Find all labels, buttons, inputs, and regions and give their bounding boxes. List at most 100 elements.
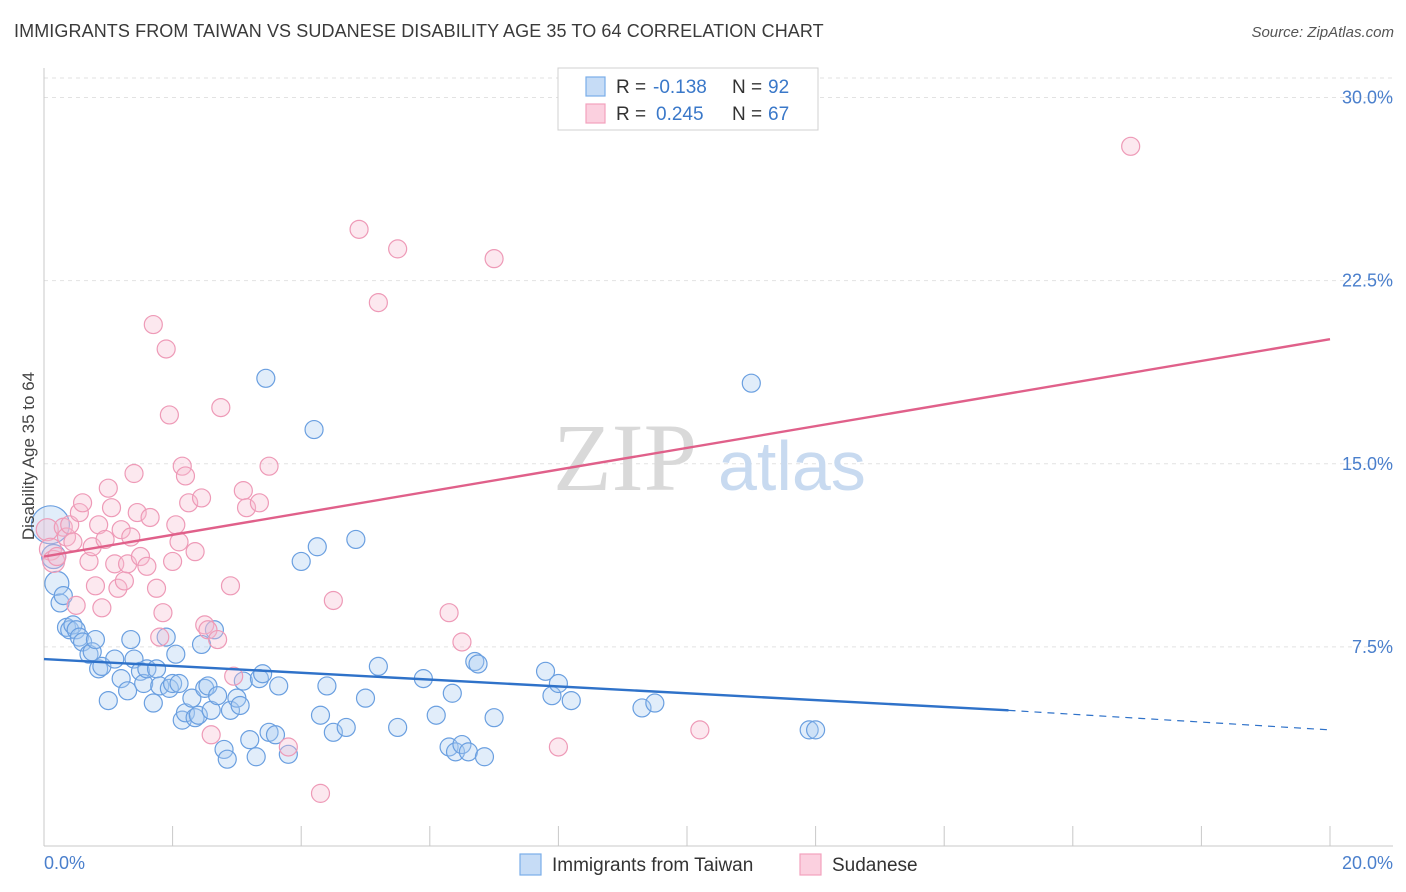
y-axis-label: Disability Age 35 to 64 bbox=[19, 372, 38, 540]
sudanese-point-30 bbox=[143, 314, 163, 335]
legend-n-label-taiwan: N = bbox=[732, 77, 762, 98]
taiwan-point-66 bbox=[346, 529, 366, 550]
sudanese-point-37 bbox=[166, 515, 186, 535]
sudanese-point-40 bbox=[175, 466, 196, 486]
sudanese-point-66 bbox=[1121, 136, 1141, 156]
sudanese-point-33 bbox=[153, 603, 173, 623]
sudanese-point-50 bbox=[224, 666, 244, 686]
sudanese-point-36 bbox=[163, 551, 183, 572]
taiwan-point-71 bbox=[426, 705, 446, 725]
sudanese-point-48 bbox=[211, 397, 231, 418]
sudanese-point-20 bbox=[108, 578, 128, 598]
taiwan-point-19 bbox=[117, 681, 138, 701]
sudanese-point-62 bbox=[452, 632, 472, 652]
taiwan-point-81 bbox=[535, 661, 556, 681]
sudanese-point-21 bbox=[111, 520, 131, 540]
axes bbox=[43, 68, 1393, 847]
sudanese-point-15 bbox=[92, 598, 112, 618]
taiwan-point-48 bbox=[230, 695, 250, 716]
taiwan-point-73 bbox=[442, 683, 462, 703]
sudanese-point-41 bbox=[179, 493, 199, 513]
taiwan-point-56 bbox=[265, 725, 286, 745]
taiwan-point-76 bbox=[458, 742, 478, 762]
sudanese-point-7 bbox=[63, 532, 83, 552]
taiwan-point-59 bbox=[291, 551, 311, 572]
trendline-sudanese bbox=[43, 338, 1331, 558]
taiwan-point-60 bbox=[304, 419, 324, 440]
sudanese-point-10 bbox=[72, 493, 93, 513]
taiwan-point-49 bbox=[233, 671, 253, 691]
bottom-legend-swatch-taiwan bbox=[519, 853, 542, 876]
sudanese-point-45 bbox=[198, 620, 218, 640]
taiwan-point-20 bbox=[121, 629, 141, 650]
taiwan-point-89 bbox=[805, 720, 826, 740]
legend-r-value-taiwan: -0.138 bbox=[653, 77, 707, 98]
y-tick-label-2: 22.5% bbox=[1342, 271, 1393, 291]
sudanese-point-32 bbox=[150, 627, 170, 647]
y-tick-label-3: 30.0% bbox=[1342, 88, 1393, 108]
taiwan-point-50 bbox=[240, 730, 260, 750]
taiwan-point-75 bbox=[452, 734, 472, 755]
bottom-legend: Immigrants from Taiwan Sudanese bbox=[519, 853, 918, 876]
taiwan-point-0 bbox=[30, 505, 71, 545]
taiwan-point-88 bbox=[799, 720, 819, 740]
taiwan-point-37 bbox=[188, 705, 208, 725]
sudanese-point-25 bbox=[124, 463, 144, 484]
bottom-legend-label-sudanese: Sudanese bbox=[832, 855, 918, 876]
taiwan-point-18 bbox=[111, 669, 131, 689]
x-tick-label-max: 20.0% bbox=[1342, 853, 1393, 873]
sudanese-point-58 bbox=[349, 219, 369, 239]
sudanese-point-0 bbox=[35, 518, 59, 542]
taiwan-point-64 bbox=[323, 722, 343, 742]
taiwan-point-63 bbox=[317, 676, 337, 696]
taiwan-point-4 bbox=[53, 585, 73, 606]
taiwan-point-26 bbox=[146, 659, 167, 679]
taiwan-point-30 bbox=[163, 673, 183, 694]
taiwan-point-13 bbox=[85, 629, 106, 650]
taiwan-point-84 bbox=[561, 690, 581, 711]
taiwan-point-46 bbox=[220, 700, 241, 720]
watermark-atlas: atlas bbox=[718, 427, 866, 505]
taiwan-point-67 bbox=[355, 688, 376, 708]
legend-swatch-sudanese bbox=[585, 103, 606, 124]
taiwan-point-35 bbox=[182, 688, 202, 708]
legend-r-label-taiwan: R = bbox=[616, 77, 646, 98]
sudanese-point-59 bbox=[368, 293, 388, 313]
sudanese-point-61 bbox=[439, 603, 459, 623]
taiwan-point-78 bbox=[468, 654, 488, 674]
taiwan-point-36 bbox=[185, 708, 205, 728]
legend-r-label-sudanese: R = bbox=[616, 104, 646, 125]
sudanese-point-18 bbox=[101, 498, 122, 518]
sudanese-point-42 bbox=[185, 542, 205, 562]
sudanese-point-31 bbox=[146, 578, 167, 598]
bottom-legend-label-taiwan: Immigrants from Taiwan bbox=[552, 855, 753, 876]
source-label: Source: ZipAtlas.com bbox=[1251, 24, 1394, 41]
legend-r-value-sudanese: 0.245 bbox=[656, 104, 704, 125]
sudanese-point-55 bbox=[278, 737, 298, 757]
sudanese-point-53 bbox=[249, 493, 270, 513]
sudanese-point-17 bbox=[98, 478, 118, 498]
sudanese-point-51 bbox=[233, 481, 253, 501]
sudanese-point-28 bbox=[137, 556, 157, 576]
taiwan-point-54 bbox=[256, 368, 276, 388]
sudanese-point-27 bbox=[130, 546, 151, 567]
taiwan-point-16 bbox=[98, 690, 118, 711]
sudanese-point-47 bbox=[208, 629, 228, 650]
legend: R = -0.138 N = 92 R = 0.245 N = 67 bbox=[557, 67, 819, 131]
taiwan-point-14 bbox=[89, 659, 109, 679]
sudanese-point-57 bbox=[323, 590, 343, 611]
taiwan-point-79 bbox=[474, 747, 495, 767]
taiwan-point-87 bbox=[741, 373, 761, 393]
taiwan-point-68 bbox=[368, 656, 388, 677]
taiwan-point-77 bbox=[465, 651, 485, 672]
taiwan-point-25 bbox=[143, 693, 163, 713]
sudanese-point-56 bbox=[310, 783, 331, 803]
taiwan-point-57 bbox=[269, 676, 289, 696]
sudanese-point-49 bbox=[220, 576, 241, 596]
taiwan-point-43 bbox=[208, 686, 228, 706]
sudanese-point-52 bbox=[236, 498, 257, 518]
sudanese-point-64 bbox=[548, 737, 569, 757]
legend-swatch-taiwan bbox=[585, 76, 606, 97]
legend-n-label-sudanese: N = bbox=[732, 104, 762, 125]
trendline-taiwan bbox=[43, 657, 1009, 712]
